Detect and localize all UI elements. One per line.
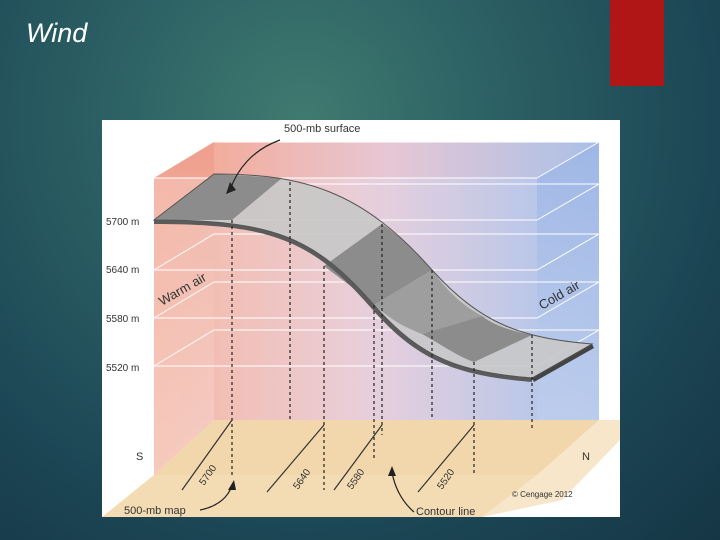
accent-bar (610, 0, 664, 86)
diagram-figure: 500-mb surface 5700 m 5640 m 5580 m 5520… (102, 120, 620, 517)
contour-lines (181, 419, 475, 493)
north-label: N (582, 451, 590, 463)
map-callout-label: 500-mb map (124, 505, 186, 517)
surface-callout-label: 500-mb surface (284, 123, 360, 135)
height-label-5640: 5640 m (106, 265, 139, 276)
diagram-svg: 500-mb surface 5700 m 5640 m 5580 m 5520… (102, 123, 620, 517)
surface-panel (422, 316, 532, 362)
south-label: S (136, 451, 143, 463)
surface-callout-arrow (229, 139, 281, 191)
drop-lines (231, 182, 533, 490)
contour-arrowhead (388, 466, 396, 476)
surface-panel (154, 174, 282, 220)
map-floor (154, 420, 599, 475)
height-label-5580: 5580 m (106, 314, 139, 325)
map-arrowhead (228, 480, 236, 490)
surface-arrowhead (226, 182, 236, 194)
copyright-label: © Cengage 2012 (512, 490, 573, 499)
surface-outline (152, 173, 594, 379)
height-label-5700: 5700 m (106, 217, 139, 228)
contour-callout-label: Contour line (416, 506, 475, 517)
right-wall (537, 142, 599, 475)
surface-right-edge (532, 344, 594, 382)
slide-title: Wind (26, 18, 88, 48)
surface-panel (374, 270, 482, 334)
height-label-5520: 5520 m (106, 363, 139, 374)
map-floor-side (482, 420, 620, 517)
front-face (154, 178, 537, 475)
